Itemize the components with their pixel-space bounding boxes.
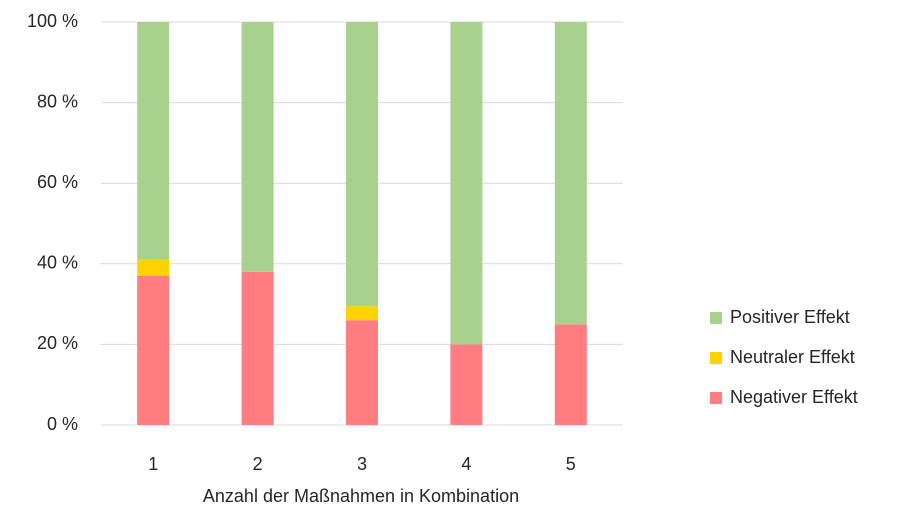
x-tick-label: 4 — [461, 454, 471, 474]
bar-segment — [450, 22, 483, 345]
x-tick-label: 1 — [148, 454, 158, 474]
bar-segment — [241, 22, 274, 272]
y-tick-label: 100 % — [27, 11, 78, 31]
bar-segment — [137, 275, 170, 425]
legend-swatch — [710, 352, 722, 364]
bar-segment — [346, 22, 378, 307]
bar-segment — [554, 22, 587, 325]
bar-segment — [554, 324, 587, 425]
legend-label: Negativer Effekt — [730, 387, 858, 407]
bar-segment — [241, 271, 274, 425]
bar-segment — [137, 22, 170, 260]
y-tick-label: 40 % — [37, 253, 78, 273]
y-tick-label: 60 % — [37, 172, 78, 192]
x-tick-label: 2 — [253, 454, 263, 474]
bar-segment — [346, 320, 378, 425]
legend-swatch — [710, 392, 722, 404]
x-tick-label: 3 — [357, 454, 367, 474]
y-tick-label: 80 % — [37, 91, 78, 111]
bar-segment — [450, 344, 483, 425]
legend-swatch — [710, 312, 722, 324]
bar-segment — [346, 306, 378, 321]
y-tick-label: 0 % — [47, 414, 78, 434]
x-tick-label: 5 — [566, 454, 576, 474]
legend-label: Positiver Effekt — [730, 307, 850, 327]
y-tick-label: 20 % — [37, 333, 78, 353]
x-axis-label: Anzahl der Maßnahmen in Kombination — [203, 486, 519, 506]
bar-segment — [137, 259, 170, 276]
legend-label: Neutraler Effekt — [730, 347, 855, 367]
